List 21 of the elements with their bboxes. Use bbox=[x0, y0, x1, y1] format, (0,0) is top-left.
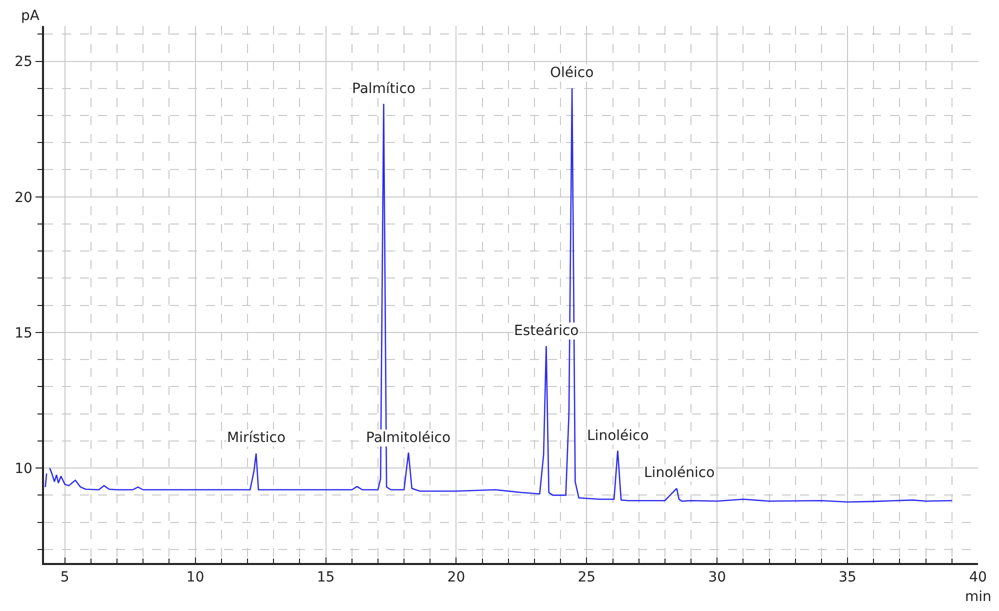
annotation: Palmitoléico bbox=[366, 430, 451, 446]
annotation: Linolénico bbox=[644, 465, 715, 481]
x-tick-label: 30 bbox=[708, 570, 726, 586]
annotation: Esteárico bbox=[514, 323, 579, 339]
annotation: Palmítico bbox=[352, 81, 416, 97]
x-tick-label: 20 bbox=[447, 570, 466, 586]
annotation: Oléico bbox=[550, 65, 594, 81]
x-tick-label: 25 bbox=[578, 570, 596, 586]
x-tick-label: 5 bbox=[60, 570, 70, 586]
annotation: Linoléico bbox=[587, 428, 649, 444]
y-tick-label: 20 bbox=[14, 190, 32, 206]
y-tick-label: 15 bbox=[14, 325, 32, 342]
x-tick-label: 35 bbox=[838, 570, 856, 586]
y-tick-label: 25 bbox=[14, 54, 32, 70]
x-axis-title: min bbox=[965, 589, 992, 605]
x-tick-label: 40 bbox=[969, 570, 987, 586]
x-tick-label: 15 bbox=[316, 570, 335, 586]
annotation: Mirístico bbox=[227, 430, 286, 446]
y-tick-label: 10 bbox=[14, 460, 32, 477]
x-tick-label: 10 bbox=[186, 570, 204, 586]
y-axis-title: pA bbox=[21, 8, 40, 24]
